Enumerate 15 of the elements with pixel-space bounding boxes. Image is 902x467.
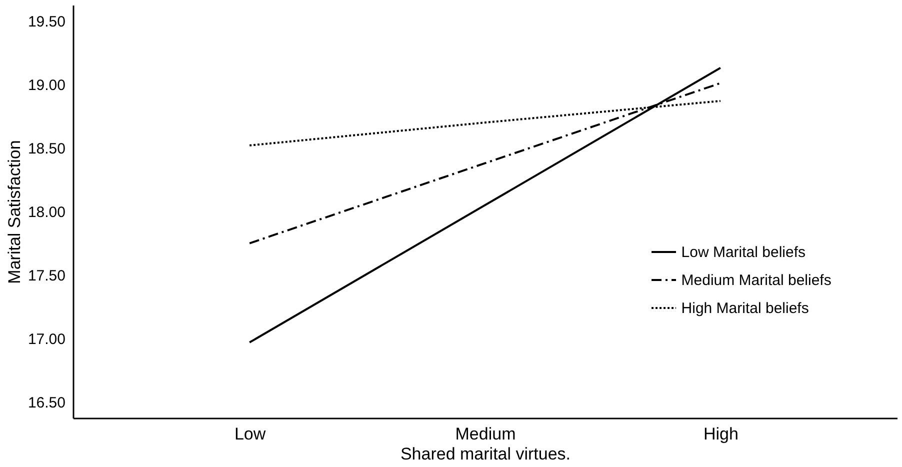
x-axis-title: Shared marital virtues. [400,444,571,464]
y-tick-label: 17.00 [28,331,66,348]
legend-label: High Marital beliefs [681,300,809,317]
y-tick-label: 18.00 [28,204,66,221]
legend-label: Medium Marital beliefs [681,272,832,289]
y-tick-label: 19.50 [28,13,66,30]
x-tick-label: Medium [455,424,516,444]
x-tick-label: High [703,424,738,444]
y-tick-label: 19.00 [28,76,66,94]
y-tick-label: 17.50 [28,268,66,285]
y-tick-label: 18.50 [28,140,66,158]
y-axis-title: Marital Satisfaction [4,140,24,284]
x-tick-label: Low [234,424,266,444]
y-tick-label: 16.50 [28,394,66,412]
legend-label: Low Marital beliefs [681,244,806,261]
